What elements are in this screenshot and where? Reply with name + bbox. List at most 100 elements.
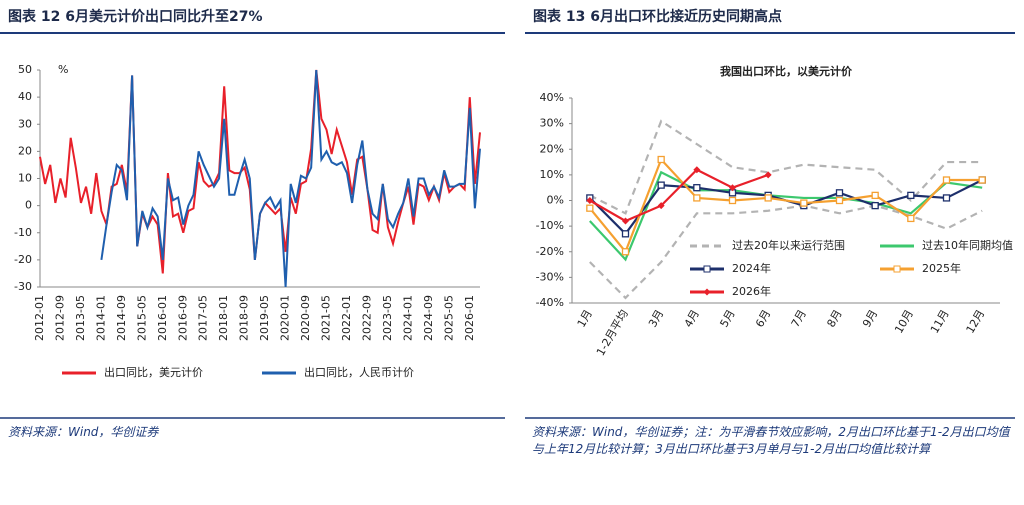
point-marker [871, 201, 879, 210]
panel-title: 图表 12 6月美元计价出口同比升至27% [8, 8, 262, 25]
legend-label: 出口同比，美元计价 [104, 365, 203, 379]
y-tick-label: 0 [25, 199, 32, 212]
x-tick-label: 10月 [892, 308, 916, 336]
x-tick-label: 2018-09 [238, 295, 251, 341]
legend-label: 2025年 [922, 261, 961, 275]
source-note: 资料来源：Wind，华创证券 [8, 425, 159, 439]
y-tick-label: 50 [18, 63, 32, 76]
x-tick-label: 2014-09 [115, 295, 128, 341]
x-tick-label: 2021-05 [320, 295, 333, 341]
x-tick-label: 1月 [575, 308, 595, 330]
y-tick-label: -20% [536, 245, 564, 258]
chart-title: 我国出口环比，以美元计价 [720, 64, 853, 78]
x-tick-label: 6月 [753, 308, 773, 330]
series-line [589, 168, 769, 223]
series-line [39, 69, 481, 274]
y-tick-label: 10 [18, 172, 32, 185]
point-marker [693, 166, 701, 174]
point-marker [907, 191, 915, 200]
point-marker [622, 217, 629, 225]
x-tick-label: 2016-09 [176, 295, 189, 341]
point-marker [764, 194, 772, 202]
x-tick-label: 2016-01 [156, 295, 169, 341]
x-tick-label: 2018-01 [217, 295, 230, 341]
point-marker [693, 184, 701, 192]
point-marker [907, 214, 915, 223]
point-marker [621, 248, 630, 256]
y-tick-label: 40% [540, 91, 564, 104]
y-tick-label: 10% [540, 168, 564, 181]
point-marker [657, 202, 665, 210]
x-tick-label: 11月 [928, 308, 952, 336]
point-marker [942, 194, 951, 202]
point-marker [621, 230, 630, 238]
point-marker [728, 196, 737, 205]
y-tick-label: -10% [536, 219, 564, 232]
x-tick-label: 8月 [824, 308, 844, 330]
point-marker [657, 155, 665, 164]
series-line [589, 170, 983, 262]
point-marker [693, 194, 701, 202]
point-marker [729, 184, 736, 192]
x-tick-label: 2015-05 [135, 295, 148, 341]
point-marker [835, 196, 844, 205]
y-tick-label: -20 [14, 253, 32, 266]
x-tick-label: 2025-05 [442, 295, 455, 341]
y-tick-label: -10 [14, 226, 32, 239]
panel-title: 图表 13 6月出口环比接近历史同期高点 [533, 8, 782, 25]
x-tick-label: 2012-09 [53, 295, 66, 341]
y-tick-label: 20% [540, 142, 564, 155]
point-marker [586, 204, 594, 212]
x-tick-label: 2017-05 [197, 295, 210, 341]
x-tick-label: 9月 [860, 308, 880, 330]
legend-marker [703, 265, 711, 273]
x-tick-label: 2024-09 [422, 295, 435, 341]
x-tick-label: 1-2月平均 [594, 308, 631, 359]
point-marker [657, 181, 665, 189]
y-tick-label: -30 [14, 280, 32, 293]
x-tick-label: 2023-05 [381, 295, 394, 341]
x-tick-label: 4月 [682, 308, 702, 330]
legend-label: 2026年 [732, 284, 771, 298]
point-marker [835, 189, 844, 197]
point-marker [942, 176, 951, 184]
y-tick-label: -40% [536, 296, 564, 309]
y-tick-label: 0% [547, 194, 564, 207]
source-note: 资料来源：Wind，华创证券；注：为平滑春节效应影响，2月出口环比基于1-2月出… [532, 425, 1010, 456]
legend-marker [703, 288, 711, 296]
y-tick-label: 30% [540, 117, 564, 130]
point-marker [586, 197, 594, 204]
legend-label: 过去20年以来运行范围 [732, 238, 845, 252]
x-tick-label: 2026-01 [463, 295, 476, 341]
x-tick-label: 7月 [789, 308, 809, 330]
x-tick-label: 2013-05 [74, 295, 87, 341]
series-line [100, 69, 481, 288]
y-tick-label: -30% [536, 270, 564, 283]
y-tick-label: 40 [18, 90, 32, 103]
x-tick-label: 12月 [964, 308, 988, 336]
series-line [588, 157, 983, 254]
point-marker [800, 199, 808, 207]
x-tick-label: 2019-05 [258, 295, 271, 341]
x-tick-label: 2022-01 [340, 295, 353, 341]
y-tick-label: 30 [18, 117, 32, 130]
x-tick-label: 2022-09 [360, 295, 373, 341]
x-tick-label: 2020-09 [299, 295, 312, 341]
series-line [589, 119, 983, 215]
x-tick-label: 5月 [717, 308, 737, 330]
legend-label: 2024年 [732, 261, 771, 275]
legend-label: 过去10年同期均值 [922, 238, 1013, 252]
unit-label: % [58, 63, 68, 76]
x-tick-label: 2024-01 [401, 295, 414, 341]
x-tick-label: 3月 [646, 308, 666, 330]
legend-marker [893, 265, 901, 273]
x-tick-label: 2020-01 [279, 295, 292, 341]
y-tick-label: 20 [18, 144, 32, 157]
point-marker [871, 191, 879, 200]
series-line [589, 204, 983, 300]
x-tick-label: 2012-01 [33, 295, 46, 341]
point-marker [978, 176, 986, 184]
point-marker [764, 171, 772, 179]
